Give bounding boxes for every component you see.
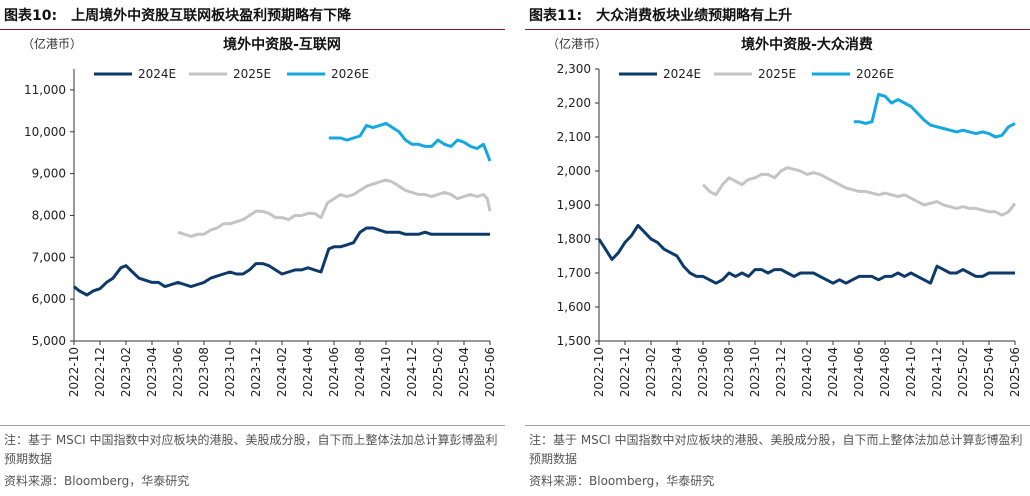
figure-title: 大众消费板块业绩预期略有上升 [596, 8, 793, 24]
note-divider [0, 425, 505, 426]
figure-number: 图表10: [4, 8, 58, 24]
y-tick-label: 1,800 [557, 232, 591, 246]
x-tick-label: 2024-12 [405, 347, 419, 397]
x-tick-label: 2025-04 [457, 347, 471, 397]
x-tick-label: 2024-06 [327, 347, 341, 397]
y-tick-label: 7,000 [32, 250, 66, 264]
figure-panel-internet: 图表10: 上周境外中资股互联网板块盈利预期略有下降 （亿港币） 境外中资股-互联网… [0, 0, 505, 496]
x-tick-label: 2023-08 [197, 347, 211, 397]
y-tick-label: 2,200 [557, 96, 591, 110]
x-tick-label: 2023-02 [119, 347, 133, 397]
legend-label-2026E: 2026E [331, 67, 369, 81]
y-tick-label: 6,000 [32, 292, 66, 306]
y-tick-label: 2,100 [557, 130, 591, 144]
x-tick-label: 2024-10 [904, 347, 918, 397]
figure-source: 资料来源：Bloomberg，华泰研究 [529, 474, 715, 488]
note-divider [525, 425, 1030, 426]
x-tick-label: 2023-10 [748, 347, 762, 397]
x-tick-label: 2024-08 [878, 347, 892, 397]
y-tick-label: 10,000 [24, 125, 66, 139]
x-tick-label: 2024-12 [930, 347, 944, 397]
legend-label-2026E: 2026E [856, 67, 894, 81]
x-tick-label: 2024-02 [800, 347, 814, 397]
x-tick-label: 2024-06 [852, 347, 866, 397]
x-tick-label: 2025-02 [431, 347, 445, 397]
x-tick-label: 2025-06 [483, 347, 497, 397]
series-line-2025E [701, 166, 1017, 217]
x-tick-label: 2023-10 [223, 347, 237, 397]
y-tick-label: 8,000 [32, 208, 66, 222]
x-tick-label: 2024-04 [301, 347, 315, 397]
x-tick-label: 2023-06 [696, 347, 710, 397]
x-tick-label: 2023-12 [249, 347, 263, 397]
chart-title: 境外中资股-大众消费 [741, 36, 873, 53]
x-tick-label: 2023-04 [670, 347, 684, 397]
x-tick-label: 2025-02 [956, 347, 970, 397]
series-line-2026E [853, 93, 1016, 139]
y-tick-label: 1,900 [557, 198, 591, 212]
legend-label-2024E: 2024E [138, 67, 176, 81]
figure-panel-consumer: 图表11: 大众消费板块业绩预期略有上升 （亿港币） 境外中资股-大众消费 2024E… [525, 0, 1030, 496]
internet-earnings-chart: （亿港币） 境外中资股-互联网 2024E 2025E 2026E 5,000 6,000 7… [22, 36, 497, 397]
y-tick-label: 9,000 [32, 167, 66, 181]
y-tick-label: 1,600 [557, 300, 591, 314]
x-tick-label: 2023-12 [774, 347, 788, 397]
figure-heading: 图表11: 大众消费板块业绩预期略有上升 [529, 5, 792, 25]
x-tick-label: 2024-08 [353, 347, 367, 397]
chart-title: 境外中资股-互联网 [223, 36, 341, 53]
unit-label: （亿港币） [22, 36, 82, 51]
x-tick-label: 2025-04 [982, 347, 996, 397]
y-tick-label: 1,700 [557, 266, 591, 280]
x-tick-label: 2022-12 [618, 347, 632, 397]
figure-title: 上周境外中资股互联网板块盈利预期略有下降 [71, 8, 352, 24]
series-line-2025E [177, 178, 492, 238]
x-tick-label: 2024-02 [275, 347, 289, 397]
consumer-earnings-chart: （亿港币） 境外中资股-大众消费 2024E 2025E 2026E 1,500 1,600… [547, 36, 1022, 397]
x-tick-label: 2022-10 [592, 347, 606, 397]
y-tick-label: 5,000 [32, 334, 66, 348]
x-tick-label: 2023-08 [722, 347, 736, 397]
x-tick-label: 2025-06 [1008, 347, 1022, 397]
legend-label-2025E: 2025E [758, 67, 796, 81]
legend-label-2024E: 2024E [663, 67, 701, 81]
figure-note: 注：基于 MSCI 中国指数中对应板块的港股、美股成分股，自下而上整体法加总计算… [4, 433, 498, 466]
x-tick-label: 2022-10 [67, 347, 81, 397]
figure-note: 注：基于 MSCI 中国指数中对应板块的港股、美股成分股，自下而上整体法加总计算… [529, 433, 1023, 466]
x-tick-label: 2024-10 [379, 347, 393, 397]
x-tick-label: 2023-02 [644, 347, 658, 397]
series-line-2024E [597, 223, 1015, 285]
x-tick-label: 2023-06 [171, 347, 185, 397]
x-tick-label: 2022-12 [93, 347, 107, 397]
figure-source: 资料来源：Bloomberg，华泰研究 [4, 474, 190, 488]
x-tick-label: 2024-04 [826, 347, 840, 397]
y-tick-label: 1,500 [557, 334, 591, 348]
figure-heading: 图表10: 上周境外中资股互联网板块盈利预期略有下降 [4, 5, 351, 25]
series-line-2024E [73, 226, 490, 297]
y-tick-label: 2,000 [557, 164, 591, 178]
unit-label: （亿港币） [547, 36, 607, 51]
title-divider [0, 29, 505, 30]
series-line-2026E [328, 121, 492, 162]
title-divider [525, 29, 1030, 30]
legend-label-2025E: 2025E [233, 67, 271, 81]
y-tick-label: 2,300 [557, 62, 591, 76]
y-tick-label: 11,000 [24, 83, 66, 97]
x-tick-label: 2023-04 [145, 347, 159, 397]
figure-number: 图表11: [529, 8, 583, 24]
